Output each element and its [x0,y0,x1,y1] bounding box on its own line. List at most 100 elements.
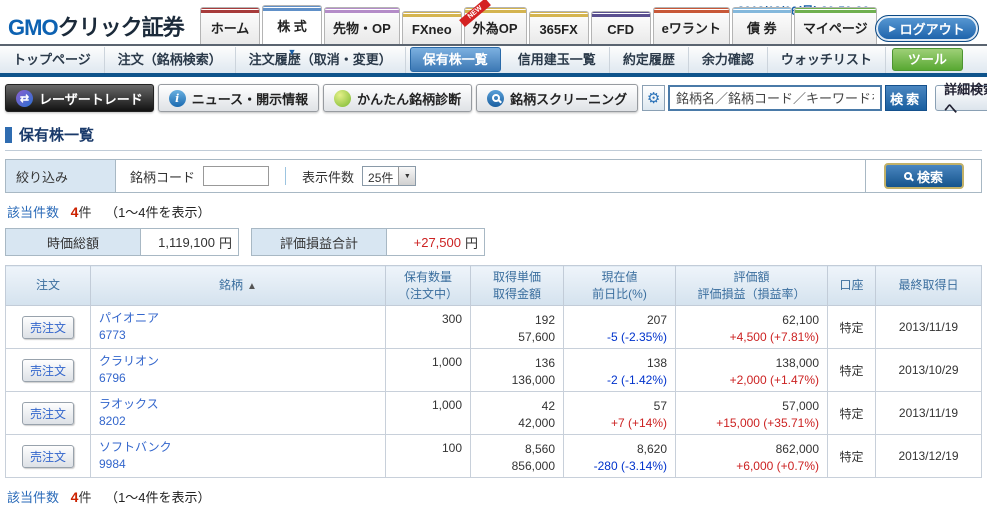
valuation-cell: 862,000 +6,000 (+0.7%) [675,434,828,478]
stock-code[interactable]: 6773 [99,328,126,342]
account-cell: 特定 [827,391,876,435]
filter-search-button[interactable]: 検索 [883,163,964,189]
subnav-margin-positions[interactable]: 信用建玉一覧 [505,46,610,73]
display-count-select[interactable]: 25件 ▼ [362,166,417,186]
display-count-value: 25件 [368,171,394,185]
result-count-range: （1～4件を表示） [105,490,211,505]
tab-home[interactable]: ホーム [200,7,260,44]
tab-stocks[interactable]: 株 式 ▼ [262,5,322,57]
diagnosis-button[interactable]: かんたん銘柄診断 [323,84,473,112]
toolbar: ⇄ レーザートレード i ニュース・開示情報 かんたん銘柄診断 銘柄スクリーニン… [0,77,987,118]
subnav-top-page[interactable]: トップページ [0,46,105,73]
tab-365fx[interactable]: 365FX [528,11,589,44]
subnav-holdings[interactable]: 保有株一覧 [409,47,501,72]
result-count-label: 該当件数 [7,205,60,220]
screening-label: 銘柄スクリーニング [510,91,628,107]
col-header-quantity: 保有数量 （注文中） [385,265,471,306]
filter-search-label: 検索 [916,169,943,185]
filter-search-cell: 検索 [865,160,981,192]
col-header-name[interactable]: 銘柄 ▲ [90,265,386,306]
total-pl-label: 評価損益合計 [252,229,387,255]
logout-button[interactable]: ▶ ログアウト [875,15,979,42]
table-row: 売注文 ラオックス 8202 1,000 42 42,000 57 +7 (+1… [5,391,982,435]
symbol-search-button[interactable]: 検索 [885,85,928,111]
sell-order-button[interactable]: 売注文 [22,358,74,382]
date-cell: 2013/10/29 [875,348,982,392]
diagnosis-icon [334,89,352,107]
price-cell: 42 42,000 [470,391,564,435]
subnav-order-history[interactable]: 注文履歴（取消・変更） [236,46,406,73]
price-cell: 8,560 856,000 [470,434,564,478]
stock-name-link[interactable]: ラオックス [99,397,159,411]
news-button[interactable]: i ニュース・開示情報 [157,84,320,112]
result-count-label: 該当件数 [7,490,60,505]
tab-mypage[interactable]: マイページ [793,7,877,44]
sell-order-button[interactable]: 売注文 [22,315,74,339]
col-header-valuation: 評価額 評価損益（損益率） [675,265,828,306]
sell-order-button[interactable]: 売注文 [22,444,74,468]
diagnosis-label: かんたん銘柄診断 [357,91,462,107]
current-cell: 138 -2 (-1.42%) [563,348,676,392]
stock-name-link[interactable]: クラリオン [99,354,160,368]
stock-name-link[interactable]: ソフトバンク [99,440,172,454]
active-tab-caret-icon: ▼ [287,47,297,57]
quantity-cell: 1,000 [385,391,471,435]
tool-button[interactable]: ツール [891,48,963,71]
stock-sub-nav: トップページ 注文（銘柄検索） 注文履歴（取消・変更） 保有株一覧 信用建玉一覧… [0,46,987,77]
price-cell: 136 136,000 [470,348,564,392]
tab-home-label: ホーム [210,21,250,36]
screening-button[interactable]: 銘柄スクリーニング [476,84,639,112]
tab-mypage-label: マイページ [802,21,868,36]
sell-order-button[interactable]: 売注文 [22,401,74,425]
result-count-value: 4 [70,489,79,505]
tab-futures-op[interactable]: 先物・OP [324,7,400,44]
brand-logo[interactable]: GMOクリック証券 [8,10,185,42]
filter-bar: 絞り込み 銘柄コード 表示件数 25件 ▼ 検索 [5,159,982,193]
tab-fxneo[interactable]: FXneo [401,11,462,44]
date-cell: 2013/11/19 [875,391,982,435]
valuation-cell: 57,000 +15,000 (+35.71%) [675,391,828,435]
subnav-order[interactable]: 注文（銘柄検索） [105,46,236,73]
tab-bonds[interactable]: 債 券 [731,7,792,44]
tab-bonds-label: 債 券 [747,21,777,36]
col-header-order: 注文 [5,265,91,306]
symbol-search-group: ⚙ 検索 詳細検索へ ▶ [642,82,987,116]
subnav-watchlist[interactable]: ウォッチリスト [768,46,886,73]
search-settings-button[interactable]: ⚙ [642,85,665,111]
main-content: 保有株一覧 絞り込み 銘柄コード 表示件数 25件 ▼ 検索 該当件数 4件 （… [0,124,987,506]
total-pl-amount: +27,500 円 [387,229,484,255]
main-tab-bar: ホーム 株 式 ▼ 先物・OP FXneo NEW 外為OP 365FX CFD [200,0,879,57]
tab-365fx-label: 365FX [539,22,578,37]
result-count-range: （1～4件を表示） [105,205,211,220]
stock-code[interactable]: 8202 [99,414,126,428]
tab-ewarrant[interactable]: eワラント [652,7,730,44]
quantity-cell: 1,000 [385,348,471,392]
screening-magnifier-icon [487,89,505,107]
valuation-cell: 138,000 +2,000 (+1.47%) [675,348,828,392]
tab-gaitame-op[interactable]: NEW 外為OP [458,0,527,44]
stock-code-label: 銘柄コード [130,169,196,185]
advanced-search-button[interactable]: 詳細検索へ ▶ [935,82,987,116]
tab-cfd[interactable]: CFD [590,11,651,44]
advanced-search-label: 詳細検索へ [944,82,987,116]
subnav-execution-history[interactable]: 約定履歴 [610,46,689,73]
tab-gaitame-op-label: 外為OP [472,21,518,36]
title-accent-bar [5,126,12,143]
stock-name-link[interactable]: パイオニア [99,311,160,325]
valuation-cell: 62,100 +4,500 (+7.81%) [675,305,828,349]
holdings-table: 注文 銘柄 ▲ 保有数量 （注文中） 取得単価 取得金額 現在値 前日比(%) [5,265,982,478]
quantity-cell: 300 [385,305,471,349]
result-count-top: 該当件数 4件 （1～4件を表示） [7,202,980,221]
laser-trade-button[interactable]: ⇄ レーザートレード [5,84,154,112]
symbol-search-input[interactable] [668,85,883,111]
tab-cfd-label: CFD [607,22,634,37]
logo-gmo-text: GMO [8,15,59,40]
info-icon: i [168,89,186,107]
result-count-unit: 件 [78,205,92,220]
account-cell: 特定 [827,305,876,349]
stock-code[interactable]: 6796 [99,371,126,385]
stock-code[interactable]: 9984 [99,457,126,471]
gear-icon: ⚙ [646,90,661,107]
stock-code-input[interactable] [203,166,270,186]
subnav-buying-power[interactable]: 余力確認 [689,46,768,73]
